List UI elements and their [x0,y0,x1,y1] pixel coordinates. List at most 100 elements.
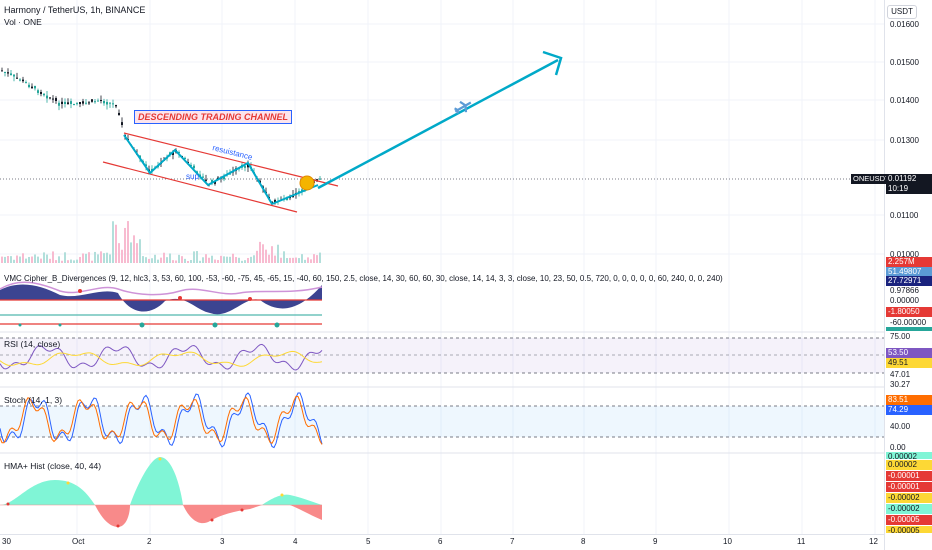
vmc-label: 0.00000 [890,296,919,305]
volume-bar [187,260,189,263]
volume-bar [151,258,153,263]
volume-bar [316,255,318,263]
hma-histogram [0,457,322,528]
hma-title: HMA+ Hist (close, 40, 44) [4,461,102,471]
volume-badge: 2.257M [886,257,932,267]
volume-bar [34,254,36,263]
candle-body [112,103,114,105]
rocket-icon [299,175,315,191]
volume-bar [88,252,90,263]
vmc-wave [0,281,323,328]
rsi-badge: 53.50 [886,348,932,358]
time-label: 30 [2,537,11,546]
volume-bar [262,244,264,263]
candle-body [301,189,303,192]
volume-bar [274,255,276,263]
candle-body [70,101,72,104]
candle-body [1,70,3,72]
volume-bar [301,254,303,263]
candle-body [16,77,18,79]
volume-bar [250,256,252,263]
volume-bar [205,254,207,263]
candle-body [184,157,186,159]
volume-bar [73,260,75,263]
volume-bar [1,256,3,263]
volume-bar [148,258,150,263]
volume-bar [253,255,255,263]
hma-badge: -0.00001 [886,482,932,492]
candle-body [100,99,102,101]
wave-path[interactable] [123,134,273,205]
vmc-badge: 51.49807 [886,267,932,277]
volume-bar [166,257,168,263]
candle-body [4,72,6,73]
price-label: 0.01500 [890,58,919,67]
candle-body [121,122,123,125]
candle-body [19,79,21,81]
volume-bar [313,254,315,263]
candle-body [31,86,33,89]
time-label: 10 [723,537,732,546]
volume-bar [79,256,81,263]
volume-bar [133,235,135,263]
volume-bar [70,259,72,263]
volume-bar [154,254,156,263]
volume-bar [289,257,291,263]
price-label: 0.01400 [890,96,919,105]
volume-bar [298,258,300,263]
volume-bar [202,257,204,263]
time-label: Oct [72,537,85,546]
volume-bar [91,260,93,263]
volume-bar [19,256,21,263]
volume-bar [286,258,288,263]
volume-bar [211,255,213,263]
volume-bar [172,260,174,263]
candle-body [97,100,99,102]
candle-body [109,102,111,104]
candle-body [43,93,45,96]
volume-bar [76,259,78,263]
volume-bar [145,257,147,263]
channel-bottom-line[interactable] [102,161,298,213]
candle-body [22,79,24,82]
price-label: 0.01100 [890,211,919,220]
volume-bar [157,259,159,263]
volume-bar [304,259,306,263]
price-chart[interactable]: resuistance sup [0,0,884,265]
candle-body [28,84,30,88]
candle-body [193,165,195,169]
projection-arrow[interactable] [317,58,559,190]
volume-bar [22,253,24,263]
channel-label[interactable]: DESCENDING TRADING CHANNEL [134,110,293,124]
volume-bar [64,252,66,263]
time-label: 9 [653,537,658,546]
volume-bar [226,256,228,263]
candle-body [178,152,180,154]
rsi-ma-line [0,350,323,367]
candle-body [94,101,96,103]
stoch-d-line [0,395,323,445]
volume-bar [136,243,138,263]
stoch-k-badge: 83.51 [886,395,932,405]
volume-bar [256,250,258,263]
currency-button[interactable]: USDT [887,5,917,19]
volume-bar [94,251,96,263]
candle-body [205,179,207,181]
volume-bar [247,257,249,263]
candle-body [223,176,225,180]
candle-body [64,101,66,104]
volume-bar [4,256,6,263]
candle-body [103,101,105,104]
rsi-label: 30.27 [890,380,911,389]
candle-body [40,92,42,95]
candles [1,67,321,205]
indicator-panes[interactable] [0,265,884,535]
volume-bar [268,254,270,263]
volume-bar [82,253,84,263]
volume-bar [130,242,132,263]
volume-bar [181,256,183,263]
candle-body [88,102,90,104]
candle-body [37,90,39,93]
volume-bar [85,253,87,263]
candle-body [244,166,246,168]
